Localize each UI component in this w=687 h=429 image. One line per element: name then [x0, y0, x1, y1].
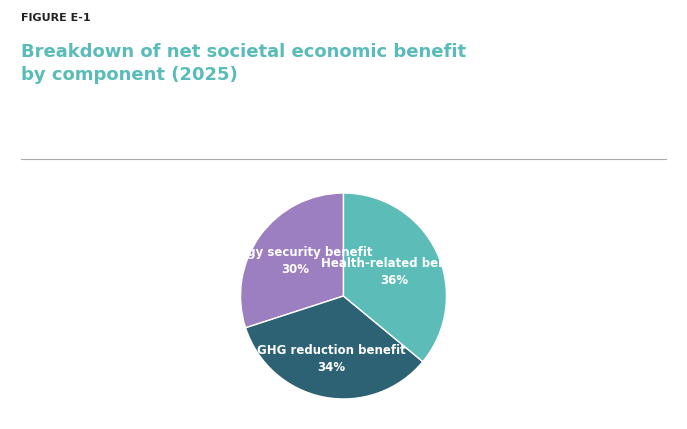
- Text: FIGURE E-1: FIGURE E-1: [21, 13, 90, 23]
- Text: Breakdown of net societal economic benefit
by component (2025): Breakdown of net societal economic benef…: [21, 43, 466, 84]
- Wedge shape: [245, 296, 423, 399]
- Text: Health-related benefit
36%: Health-related benefit 36%: [321, 257, 469, 287]
- Wedge shape: [240, 193, 344, 328]
- Wedge shape: [344, 193, 447, 362]
- Text: Energy security benefit
30%: Energy security benefit 30%: [218, 246, 373, 276]
- Text: GHG reduction benefit
34%: GHG reduction benefit 34%: [257, 344, 406, 374]
